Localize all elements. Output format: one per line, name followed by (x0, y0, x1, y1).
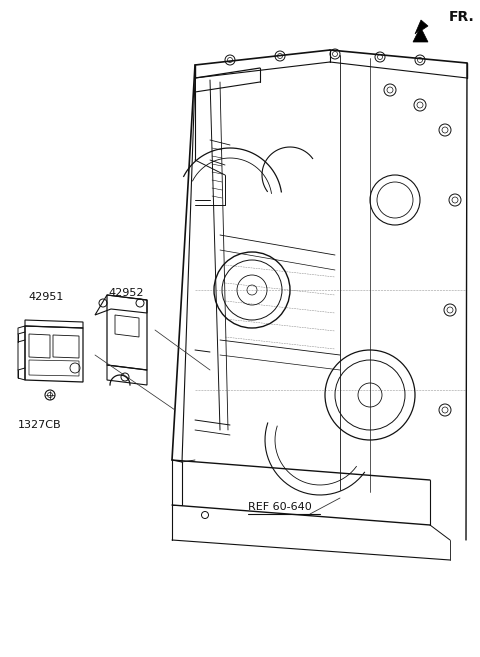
Text: 42951: 42951 (28, 292, 63, 302)
Text: 1327CB: 1327CB (18, 420, 61, 430)
Polygon shape (413, 20, 428, 42)
Text: REF 60-640: REF 60-640 (248, 502, 312, 512)
Text: 42952: 42952 (108, 288, 144, 298)
Text: FR.: FR. (449, 10, 475, 24)
